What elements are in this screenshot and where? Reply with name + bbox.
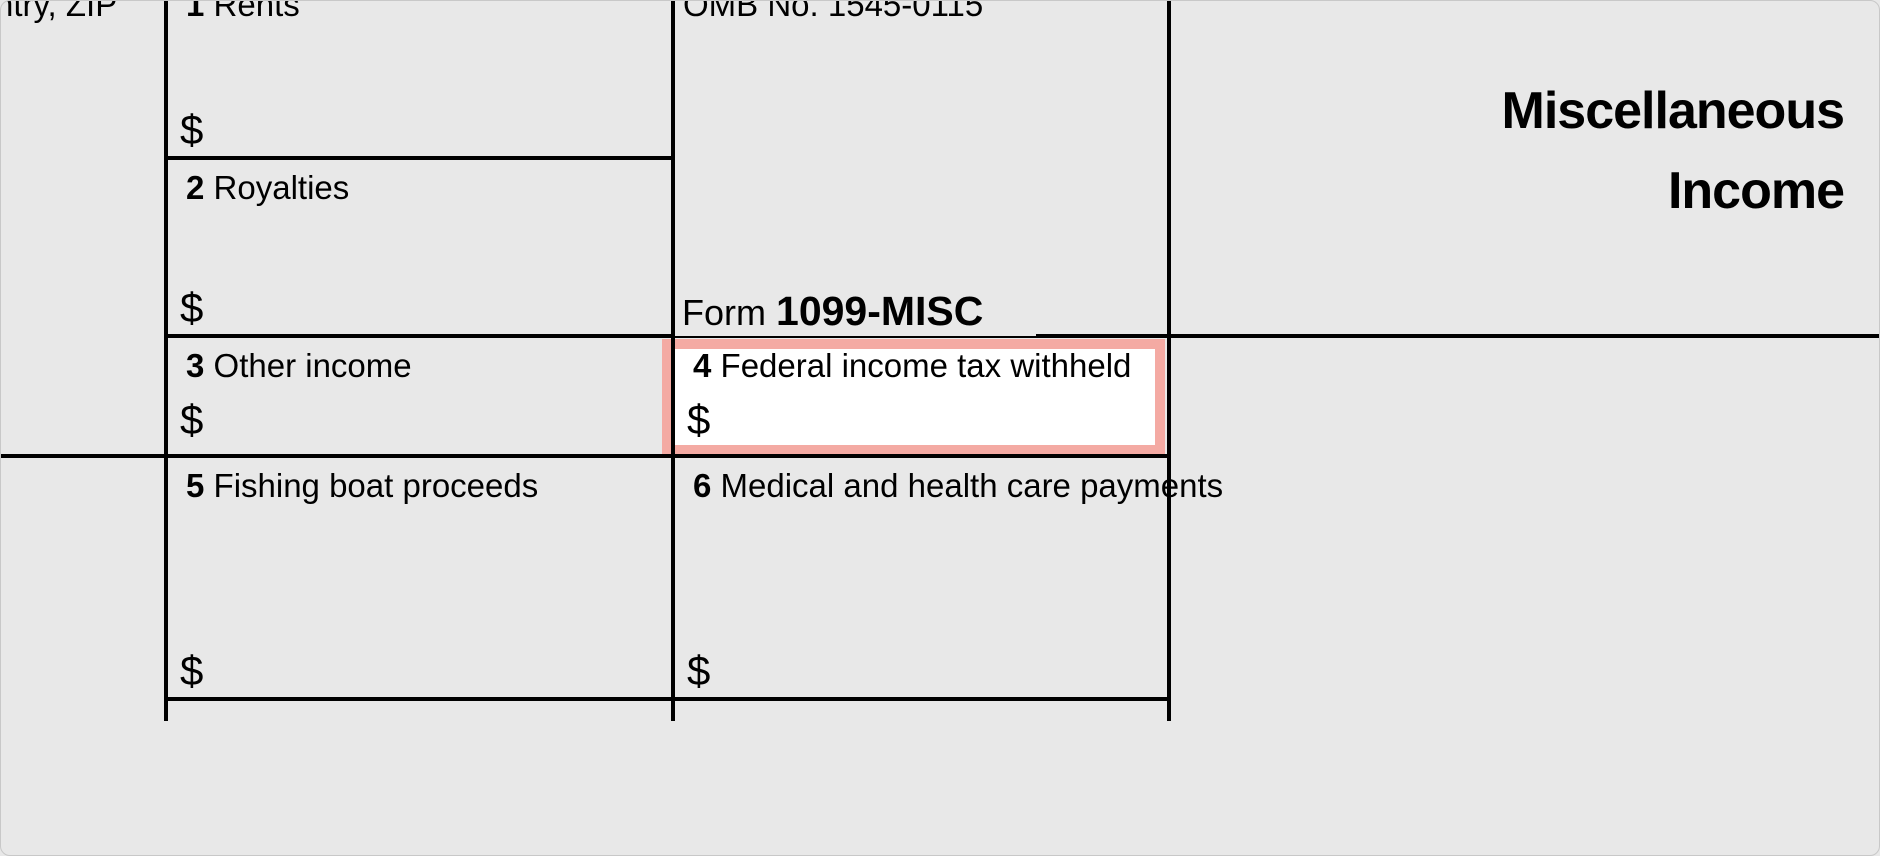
box-1-currency: $ — [180, 106, 203, 154]
box-1-label: 1 Rents — [186, 0, 300, 24]
box-6-text: Medical and health care payments — [721, 467, 1224, 504]
gridline-v-right — [1167, 0, 1171, 721]
box-3-number: 3 — [186, 347, 204, 384]
address-tail: ntry, ZIP — [0, 0, 117, 24]
gridline-h-2-3-left — [166, 334, 674, 338]
box-2-currency: $ — [180, 284, 203, 332]
gridline-v-left — [164, 0, 168, 721]
box-6-number: 6 — [693, 467, 711, 504]
gridline-h-2-3-thin — [671, 336, 1041, 338]
form-prefix: Form — [682, 292, 766, 333]
box-6-label: 6 Medical and health care payments — [693, 467, 1223, 505]
box-4-number: 4 — [693, 347, 711, 384]
form-title-line1: Miscellaneous — [1502, 81, 1844, 141]
form-code: Form 1099-MISC — [682, 288, 983, 335]
box-2-number: 2 — [186, 169, 204, 206]
box-4-currency: $ — [687, 396, 710, 444]
box-2-text: Royalties — [214, 169, 350, 206]
form-code-bold: 1099-MISC — [776, 288, 983, 334]
box-5-text: Fishing boat proceeds — [214, 467, 539, 504]
gridline-h-3-5 — [0, 454, 1171, 458]
gridline-h-1-2 — [166, 156, 674, 160]
box-4-text: Federal income tax withheld — [721, 347, 1132, 384]
form-title-line2: Income — [1668, 161, 1844, 221]
box-6-currency: $ — [687, 647, 710, 695]
form-1099-misc-crop: ntry, ZIP OMB No. 1545-0115 1 Rents $ 2 … — [0, 0, 1880, 856]
gridline-h-5-end — [166, 697, 1171, 701]
box-3-text: Other income — [214, 347, 412, 384]
box-1-text: Rents — [214, 0, 300, 23]
box-3-label: 3 Other income — [186, 347, 412, 385]
omb-number: OMB No. 1545-0115 — [683, 0, 983, 24]
box-5-currency: $ — [180, 647, 203, 695]
box-4-label: 4 Federal income tax withheld — [693, 347, 1131, 385]
gridline-v-mid — [671, 0, 675, 721]
box-5-label: 5 Fishing boat proceeds — [186, 467, 538, 505]
box-1-number: 1 — [186, 0, 204, 23]
box-2-label: 2 Royalties — [186, 169, 349, 207]
gridline-h-2-3-right — [1036, 334, 1880, 338]
box-3-currency: $ — [180, 396, 203, 444]
box-5-number: 5 — [186, 467, 204, 504]
